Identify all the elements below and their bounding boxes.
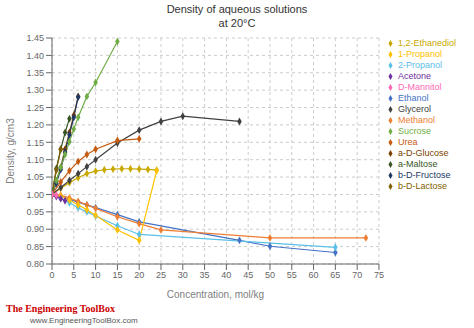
svg-text:5: 5	[71, 270, 76, 280]
svg-text:35: 35	[200, 270, 210, 280]
html-text:at 20°C: at 20°C	[218, 17, 256, 29]
svg-text:1.25: 1.25	[26, 103, 44, 113]
svg-text:1.15: 1.15	[26, 138, 44, 148]
svg-text:40: 40	[221, 270, 231, 280]
svg-text:45: 45	[243, 270, 253, 280]
svg-text:50: 50	[265, 270, 275, 280]
html-text:Sucrose: Sucrose	[398, 126, 431, 136]
svg-text:0.80: 0.80	[26, 259, 44, 269]
html-text:b-D-Lactose: b-D-Lactose	[398, 181, 447, 191]
html-text:Methanol: Methanol	[398, 115, 435, 125]
svg-text:0.90: 0.90	[26, 224, 44, 234]
svg-text:Density, g/cm3: Density, g/cm3	[8, 118, 16, 184]
svg-text:60: 60	[309, 270, 319, 280]
svg-text:1.20: 1.20	[26, 120, 44, 130]
html-text:Acetone: Acetone	[398, 71, 431, 81]
html-text:Ethanol: Ethanol	[398, 93, 429, 103]
html-text:www.EngineeringToolBox.com: www.EngineeringToolBox.com	[30, 316, 138, 325]
svg-text:65: 65	[330, 270, 340, 280]
svg-text:20: 20	[134, 270, 144, 280]
svg-text:0: 0	[49, 270, 54, 280]
svg-text:1.00: 1.00	[26, 190, 44, 200]
svg-text:70: 70	[352, 270, 362, 280]
svg-text:55: 55	[287, 270, 297, 280]
html-text:D-Mannitol: D-Mannitol	[398, 82, 442, 92]
svg-text:30: 30	[178, 270, 188, 280]
html-text:1-Propanol: 1-Propanol	[398, 49, 442, 59]
html-text:The Engineering ToolBox: The Engineering ToolBox	[6, 303, 115, 314]
html-text:a-D-Glucose: a-D-Glucose	[398, 148, 449, 158]
svg-text:0.95: 0.95	[26, 207, 44, 217]
svg-text:1.45: 1.45	[26, 33, 44, 43]
svg-text:Concentration, mol/kg: Concentration, mol/kg	[167, 289, 264, 300]
html-text:Urea: Urea	[398, 137, 418, 147]
html-text:1,2-Ethanediol: 1,2-Ethanediol	[398, 38, 456, 48]
svg-text:75: 75	[374, 270, 384, 280]
svg-text:25: 25	[156, 270, 166, 280]
svg-text:1.05: 1.05	[26, 172, 44, 182]
svg-text:1.10: 1.10	[26, 155, 44, 165]
svg-text:0.85: 0.85	[26, 242, 44, 252]
html-text:2-Propanol: 2-Propanol	[398, 60, 442, 70]
html-text:Glycerol: Glycerol	[398, 104, 431, 114]
html-text:a-Maltose: a-Maltose	[398, 159, 438, 169]
svg-text:10: 10	[91, 270, 101, 280]
svg-text:1.40: 1.40	[26, 51, 44, 61]
svg-text:1.30: 1.30	[26, 85, 44, 95]
html-text:Density of aqueous solutions: Density of aqueous solutions	[166, 3, 308, 15]
svg-text:1.35: 1.35	[26, 68, 44, 78]
svg-text:15: 15	[112, 270, 122, 280]
html-text:b-D-Fructose: b-D-Fructose	[398, 170, 451, 180]
